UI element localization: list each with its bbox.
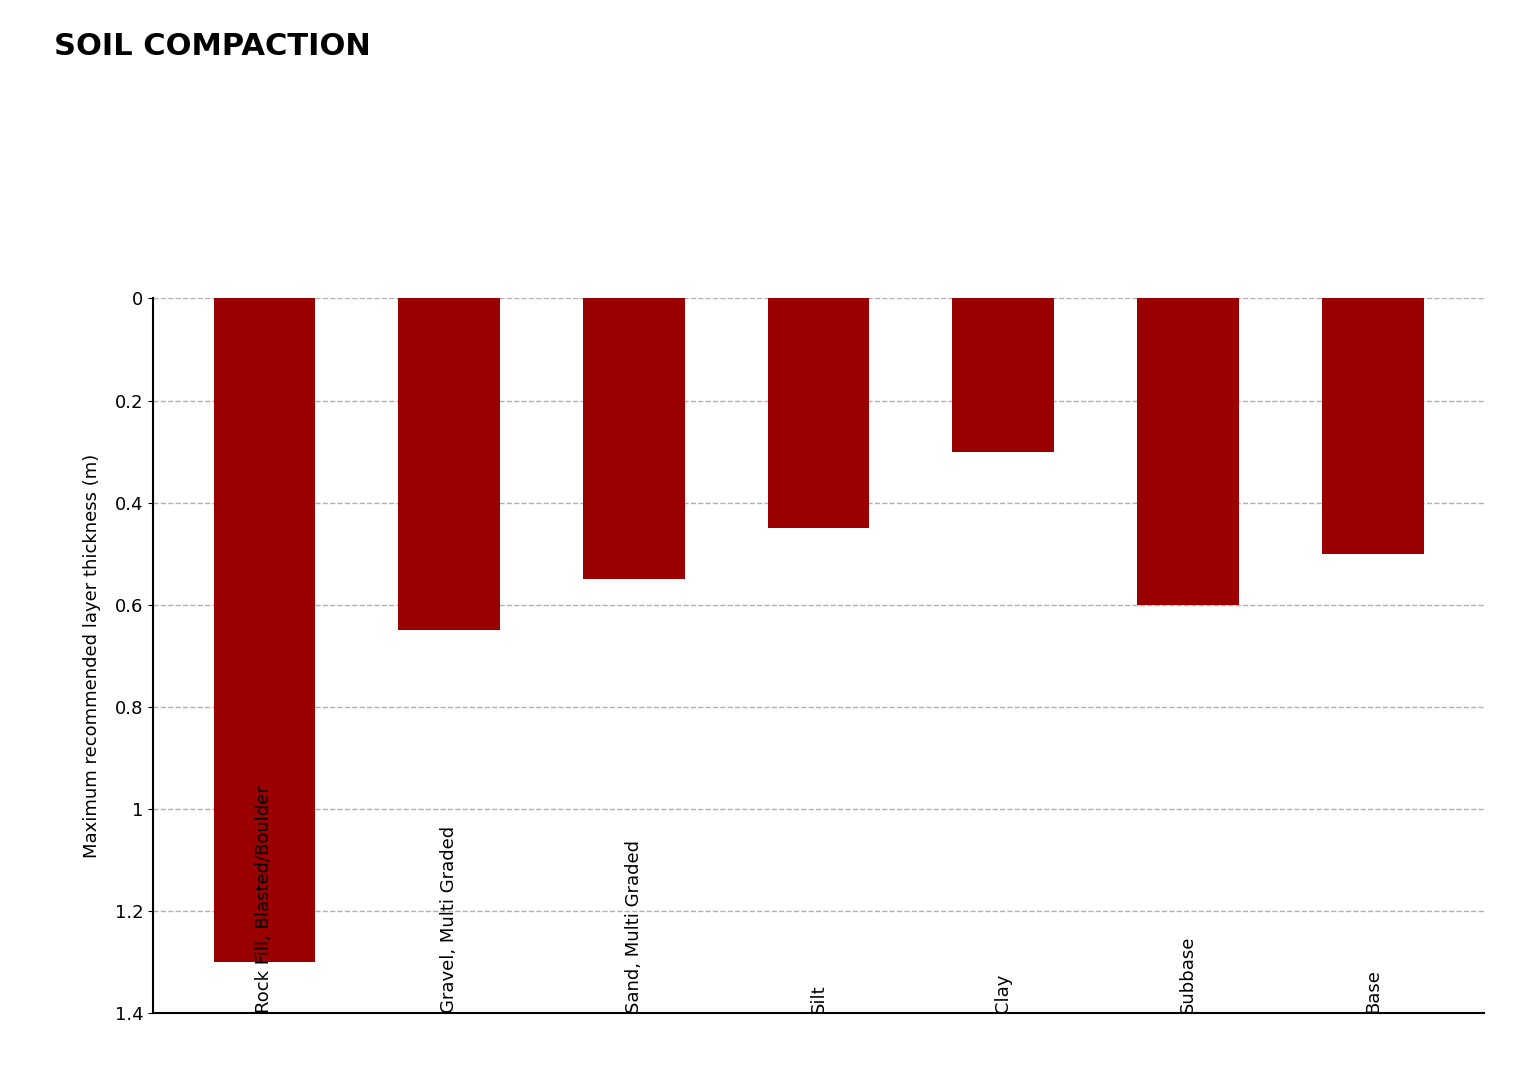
Bar [1137,298,1239,604]
Y-axis label: Maximum recommended layer thickness (m): Maximum recommended layer thickness (m) [83,453,101,858]
Text: SOIL COMPACTION: SOIL COMPACTION [54,32,370,61]
Bar [214,298,315,962]
Text: Clay: Clay [994,974,1013,1014]
Bar [1322,298,1423,553]
Text: Base: Base [1363,970,1382,1014]
Bar [953,298,1054,452]
Text: Rock Fill, Blasted/Boulder: Rock Fill, Blasted/Boulder [256,786,274,1014]
Text: Subbase: Subbase [1180,936,1196,1014]
Text: Gravel, Multi Graded: Gravel, Multi Graded [441,826,457,1014]
Bar [583,298,684,579]
Bar [768,298,869,528]
Bar [398,298,500,630]
Text: Sand, Multi Graded: Sand, Multi Graded [624,840,643,1014]
Text: Silt: Silt [809,985,828,1014]
